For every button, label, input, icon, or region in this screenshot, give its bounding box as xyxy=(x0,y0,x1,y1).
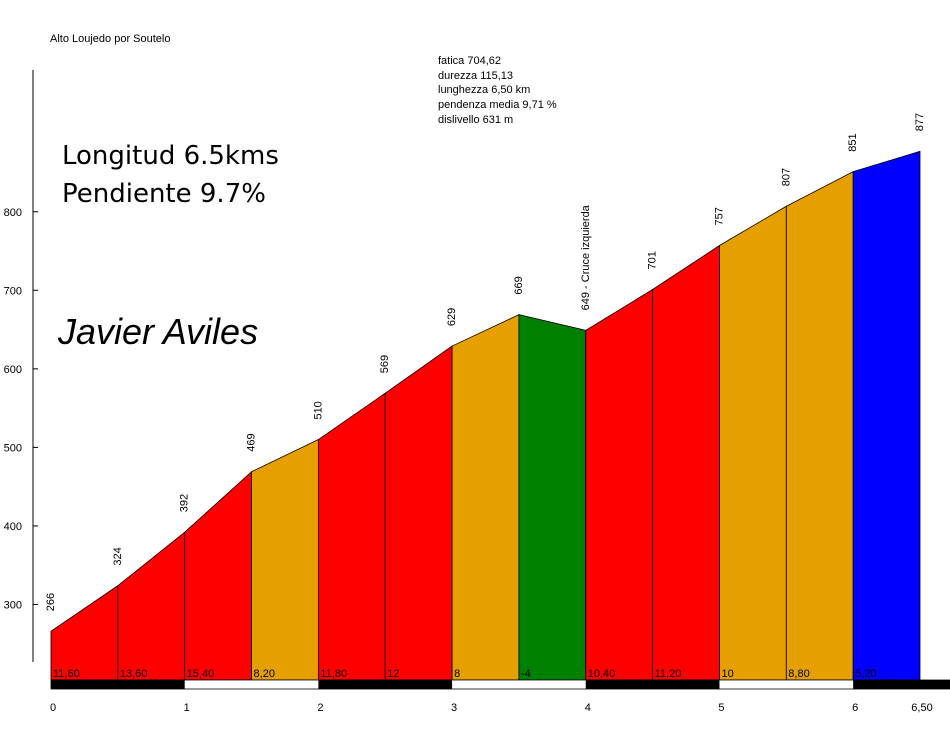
stat-fatica: fatica 704,62 xyxy=(438,55,501,67)
profile-segment xyxy=(585,288,654,681)
profile-segments xyxy=(50,150,921,681)
elevation-label: 392 xyxy=(179,494,191,512)
gradient-label: 11,20 xyxy=(655,668,682,680)
x-tick-label: 5 xyxy=(718,702,724,714)
gradient-label: 12 xyxy=(387,668,399,680)
gradient-label: 15,40 xyxy=(187,668,215,680)
x-tick-label: 0 xyxy=(50,702,56,714)
gradient-label: 8 xyxy=(454,668,460,680)
gradient-label: 11,60 xyxy=(53,668,80,680)
elevation-label: 701 xyxy=(647,251,659,269)
x-tick-label: 4 xyxy=(585,702,591,714)
elevation-label: 266 xyxy=(45,593,57,611)
distance-bar xyxy=(50,679,950,690)
elevation-labels: 266 324 392 469 510 569 629 669 649 - Cruce izqu… xyxy=(45,113,926,611)
gradient-label: 13,60 xyxy=(120,668,148,680)
elevation-label: 757 xyxy=(713,207,725,225)
distance-bar-segment xyxy=(318,680,453,689)
elevation-label: 324 xyxy=(112,547,124,565)
gradient-labels: 11,60 13,60 15,40 8,20 11,80 12 8 -4 10,40 11,20 1… xyxy=(53,668,877,680)
overlay-length: Longitud 6.5kms xyxy=(62,141,279,171)
y-tick-label: 600 xyxy=(4,364,22,376)
gradient-label: 8,20 xyxy=(254,668,275,680)
distance-bar-segment xyxy=(853,680,950,689)
profile-segment xyxy=(317,392,386,681)
elevation-label: 807 xyxy=(780,168,792,186)
gradient-label: -4 xyxy=(521,668,531,680)
elevation-label: 510 xyxy=(312,401,324,419)
x-tick-label: 6 xyxy=(852,702,858,714)
y-tick-label: 400 xyxy=(4,521,22,533)
elevation-label: 629 xyxy=(446,308,458,326)
profile-segment xyxy=(50,584,119,681)
y-tick-label: 700 xyxy=(4,285,22,297)
profile-segment xyxy=(117,531,186,681)
elevation-label: 877 xyxy=(914,113,926,131)
profile-segment xyxy=(251,438,319,681)
gradient-label: 11,80 xyxy=(320,668,347,680)
profile-segment xyxy=(518,314,587,681)
overlay-author: Javier Aviles xyxy=(57,311,258,352)
stats-block: fatica 704,62 durezza 115,13 lunghezza 6… xyxy=(438,55,557,126)
x-tick-label: 3 xyxy=(451,702,457,714)
distance-bar-segment xyxy=(51,680,185,689)
profile-segment xyxy=(785,171,854,681)
stat-durezza: durezza 115,13 xyxy=(438,70,513,82)
profile-segment xyxy=(852,150,921,681)
stat-lunghezza: lunghezza 6,50 km xyxy=(438,84,530,96)
profile-segment xyxy=(451,314,520,681)
x-axis: 0 1 2 3 4 5 6 6,50 xyxy=(50,702,933,714)
y-axis: 300 400 500 600 700 800 xyxy=(4,207,38,612)
gradient-label: 10 xyxy=(721,668,733,680)
stat-pendenza: pendenza media 9,71 % xyxy=(438,99,557,111)
stat-dislivello: dislivello 631 m xyxy=(438,114,513,126)
elevation-label: 649 - Cruce izquierda xyxy=(580,204,592,310)
overlay-gradient: Pendiente 9.7% xyxy=(62,179,266,209)
profile-segment xyxy=(184,470,252,681)
x-tick-label: 2 xyxy=(317,702,323,714)
x-tick-label: 1 xyxy=(184,702,190,714)
elevation-label: 469 xyxy=(246,433,258,451)
distance-bar-segment xyxy=(585,680,720,689)
elevation-label: 569 xyxy=(379,355,391,373)
profile-segment xyxy=(652,244,720,681)
gradient-label: 10,40 xyxy=(588,668,616,680)
y-tick-label: 800 xyxy=(4,207,22,219)
y-tick-label: 500 xyxy=(4,442,22,454)
profile-segment xyxy=(384,345,453,681)
x-tick-label: 6,50 xyxy=(911,702,932,714)
y-tick-label: 300 xyxy=(4,600,22,612)
elevation-label: 669 xyxy=(513,276,525,294)
distance-bar-outline xyxy=(50,679,950,690)
chart-title: Alto Loujedo por Soutelo xyxy=(50,33,170,45)
elevation-label: 851 xyxy=(847,133,859,151)
profile-segment xyxy=(719,205,787,681)
gradient-label: 5,20 xyxy=(855,668,876,680)
gradient-label: 8,80 xyxy=(788,668,809,680)
